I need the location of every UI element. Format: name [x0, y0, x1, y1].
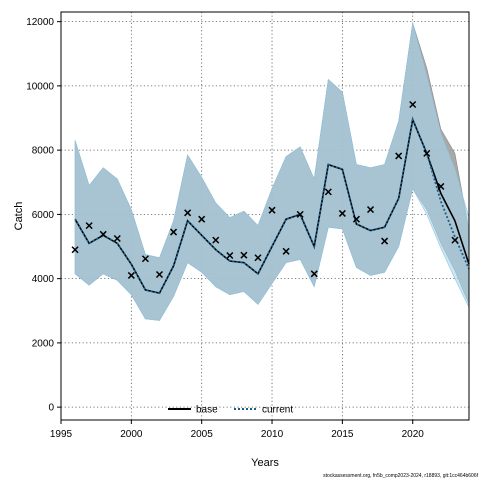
observed-point [310, 270, 318, 278]
observed-point-stroke [71, 246, 79, 254]
observed-point [451, 236, 459, 244]
observed-point-stroke [170, 228, 178, 236]
observed-point-stroke [310, 270, 318, 278]
observed-point [226, 251, 234, 260]
y-tick-label: 2000 [32, 338, 55, 349]
y-tick-label: 0 [48, 403, 54, 414]
observed-point [184, 209, 192, 217]
x-tick-label: 2010 [261, 429, 284, 440]
observed-point [155, 270, 164, 278]
legend-base-label: base [196, 405, 218, 416]
x-tick-label: 1995 [50, 429, 73, 440]
observed-point [381, 237, 389, 245]
observed-point-stroke [437, 182, 445, 190]
observed-point [395, 152, 403, 160]
observed-point-stroke [338, 209, 346, 217]
x-tick-label: 2000 [120, 429, 143, 440]
legend: base current [168, 405, 293, 416]
y-tick-label: 6000 [32, 210, 55, 221]
observed-point [366, 206, 375, 214]
observed-points [71, 100, 459, 279]
observed-point-stroke [85, 222, 93, 230]
observed-point [409, 100, 417, 109]
observed-point-stroke [451, 236, 459, 244]
observed-point-stroke [155, 270, 164, 278]
observed-point-stroke [324, 188, 332, 196]
confidence-bands [74, 23, 470, 321]
y-axis: 0 2000 4000 6000 8000 10000 12000 [26, 17, 61, 414]
observed-point-stroke [99, 230, 107, 238]
observed-point-stroke [212, 236, 220, 244]
observed-point [254, 254, 262, 262]
observed-point [296, 210, 304, 218]
current-confidence-band [74, 23, 470, 321]
observed-point [324, 188, 332, 196]
observed-point [352, 215, 360, 223]
observed-point-stroke [381, 237, 389, 245]
observed-point [240, 251, 248, 259]
x-tick-label: 2020 [402, 429, 425, 440]
observed-point-stroke [240, 251, 248, 259]
observed-point [282, 247, 290, 255]
observed-point [99, 230, 107, 238]
observed-point-stroke [423, 149, 431, 157]
observed-point [338, 209, 346, 217]
x-axis: 1995 2000 2005 2010 2015 2020 [50, 420, 424, 440]
observed-point-stroke [184, 209, 192, 217]
observed-point [127, 271, 135, 279]
observed-point-stroke [141, 255, 149, 263]
observed-point [141, 255, 149, 263]
observed-point [198, 215, 206, 223]
observed-point-stroke [366, 206, 375, 214]
plot-frame [60, 11, 470, 421]
observed-point-stroke [254, 254, 262, 262]
observed-point-stroke [198, 215, 206, 223]
observed-point-stroke [352, 215, 360, 223]
footer-source: stockassessment.org, fn5b_comp2023-2024,… [323, 473, 478, 479]
observed-point-stroke [226, 251, 234, 260]
y-tick-label: 4000 [32, 274, 55, 285]
series-lines [74, 116, 470, 295]
observed-point-stroke [409, 100, 417, 109]
x-tick-label: 2005 [191, 429, 214, 440]
observed-point-stroke [127, 271, 135, 279]
legend-current-label: current [262, 405, 293, 416]
observed-point-stroke [395, 152, 403, 160]
observed-point-stroke [282, 247, 290, 255]
observed-point-stroke [113, 234, 121, 243]
observed-point [212, 236, 220, 244]
x-axis-title: Years [251, 457, 279, 469]
x-tick-label: 2015 [331, 429, 354, 440]
observed-point [268, 206, 276, 214]
y-tick-label: 12000 [26, 17, 54, 28]
observed-point-stroke [268, 206, 276, 214]
observed-point-stroke [296, 210, 304, 218]
observed-point [423, 149, 431, 157]
y-axis-title: Catch [13, 202, 25, 231]
observed-point [85, 222, 93, 230]
observed-point [71, 246, 79, 254]
observed-point [113, 234, 121, 243]
y-tick-label: 10000 [26, 81, 54, 92]
y-tick-label: 8000 [32, 146, 55, 157]
observed-point [437, 182, 445, 190]
observed-point [170, 228, 178, 236]
current-line [74, 116, 470, 295]
